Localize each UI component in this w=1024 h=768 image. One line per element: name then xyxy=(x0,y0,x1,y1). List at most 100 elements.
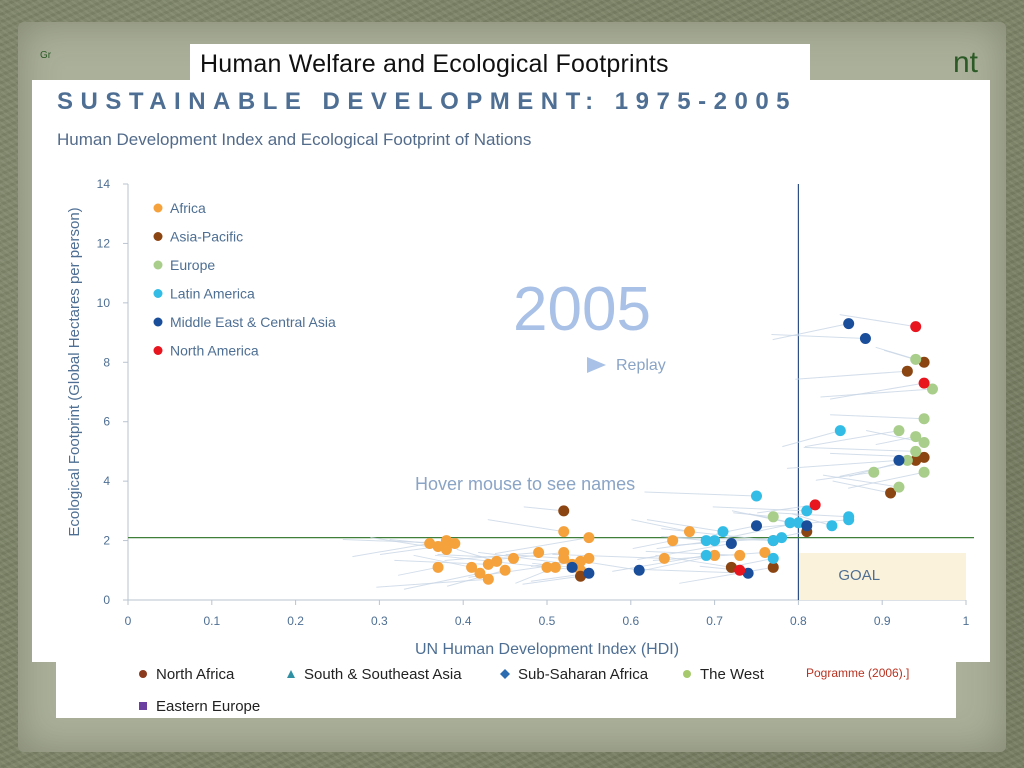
data-point xyxy=(910,454,922,466)
history-trail xyxy=(832,480,891,494)
data-point xyxy=(734,549,746,561)
data-point xyxy=(918,377,930,389)
data-point xyxy=(767,535,779,547)
y-tick-label: 14 xyxy=(97,177,111,191)
data-point xyxy=(826,520,838,532)
legend-marker xyxy=(153,317,163,327)
history-trail xyxy=(645,550,740,556)
data-point xyxy=(751,490,762,502)
history-trail xyxy=(771,334,866,340)
data-point xyxy=(583,552,595,564)
legend-label: Latin America xyxy=(170,286,255,302)
data-point xyxy=(466,561,478,573)
triangle-icon xyxy=(286,666,296,683)
circle-icon xyxy=(682,666,692,683)
data-point xyxy=(541,561,553,573)
data-point xyxy=(482,573,494,585)
history-trail xyxy=(637,543,732,561)
data-point xyxy=(801,505,813,517)
x-tick-label: 0.6 xyxy=(622,614,639,628)
history-trail xyxy=(795,370,908,380)
data-point xyxy=(918,451,930,463)
history-trail xyxy=(782,430,841,448)
y-tick-label: 2 xyxy=(103,534,110,548)
y-tick-label: 10 xyxy=(97,296,111,310)
history-trail xyxy=(820,388,933,398)
y-tick-label: 8 xyxy=(103,355,110,369)
goal-label: GOAL xyxy=(838,567,880,584)
legend-eastern-europe: Eastern Europe xyxy=(138,698,260,715)
data-point xyxy=(499,564,511,576)
legend-marker xyxy=(153,289,163,298)
history-trail xyxy=(446,569,506,587)
history-trail xyxy=(679,566,774,584)
data-point xyxy=(742,567,754,579)
data-point xyxy=(910,431,922,443)
history-trail xyxy=(830,414,925,420)
data-point xyxy=(558,505,570,517)
series-latin-america xyxy=(700,425,855,564)
x-tick-label: 0.7 xyxy=(706,614,723,628)
legend-marker xyxy=(153,232,163,241)
history-trail xyxy=(636,568,749,574)
legend-label: Africa xyxy=(170,200,206,216)
background-small-text: Gr xyxy=(40,50,52,61)
data-point xyxy=(910,321,922,333)
data-point xyxy=(558,546,570,558)
hover-hint: Hover mouse to see names xyxy=(415,474,635,494)
series-europe xyxy=(767,353,938,523)
data-point xyxy=(784,517,796,529)
history-trail xyxy=(487,519,564,533)
history-trail xyxy=(644,491,757,497)
x-tick-label: 0.8 xyxy=(790,614,807,628)
data-point xyxy=(868,466,880,478)
history-trail xyxy=(444,551,539,561)
y-axis-title: Ecological Footprint (Global Hectares pe… xyxy=(66,207,83,536)
data-point xyxy=(893,425,905,437)
replay-button: Replay xyxy=(616,357,666,374)
data-point xyxy=(449,538,461,550)
legend-label: Middle East & Central Asia xyxy=(170,314,336,330)
legend-marker xyxy=(153,346,163,355)
data-point xyxy=(859,333,871,345)
data-point xyxy=(843,514,855,526)
history-trail xyxy=(786,459,899,469)
data-point xyxy=(725,538,737,550)
data-point xyxy=(734,564,746,576)
legend-marker xyxy=(153,260,163,270)
x-tick-label: 0.2 xyxy=(287,614,304,628)
series-africa xyxy=(424,526,771,585)
history-trail xyxy=(822,474,900,488)
data-point xyxy=(843,318,855,330)
x-tick-label: 0.3 xyxy=(371,614,388,628)
replay-icon xyxy=(587,357,606,373)
x-tick-label: 1 xyxy=(963,614,970,628)
data-point xyxy=(558,526,570,538)
x-tick-label: 0 xyxy=(125,614,132,628)
data-point xyxy=(432,561,444,573)
legend-north-africa: North Africa xyxy=(138,666,234,683)
data-point xyxy=(801,520,813,532)
y-tick-label: 6 xyxy=(103,415,110,429)
data-point xyxy=(667,535,679,547)
history-trail xyxy=(815,471,874,481)
data-point xyxy=(549,561,561,573)
series-north-america xyxy=(734,321,930,576)
data-point xyxy=(725,561,737,573)
legend-label: Europe xyxy=(170,257,215,273)
data-point xyxy=(918,356,930,368)
x-tick-label: 0.4 xyxy=(455,614,472,628)
y-tick-label: 4 xyxy=(103,474,110,488)
data-point xyxy=(633,564,645,576)
history-trail xyxy=(631,519,690,533)
data-point xyxy=(885,487,897,499)
data-point xyxy=(474,567,486,579)
data-point xyxy=(910,353,922,365)
data-point xyxy=(759,546,771,558)
history-trail xyxy=(403,572,481,590)
data-point xyxy=(776,532,788,544)
x-tick-label: 0.1 xyxy=(203,614,220,628)
data-point xyxy=(440,535,452,547)
history-trail xyxy=(804,430,900,448)
data-point xyxy=(910,445,922,457)
